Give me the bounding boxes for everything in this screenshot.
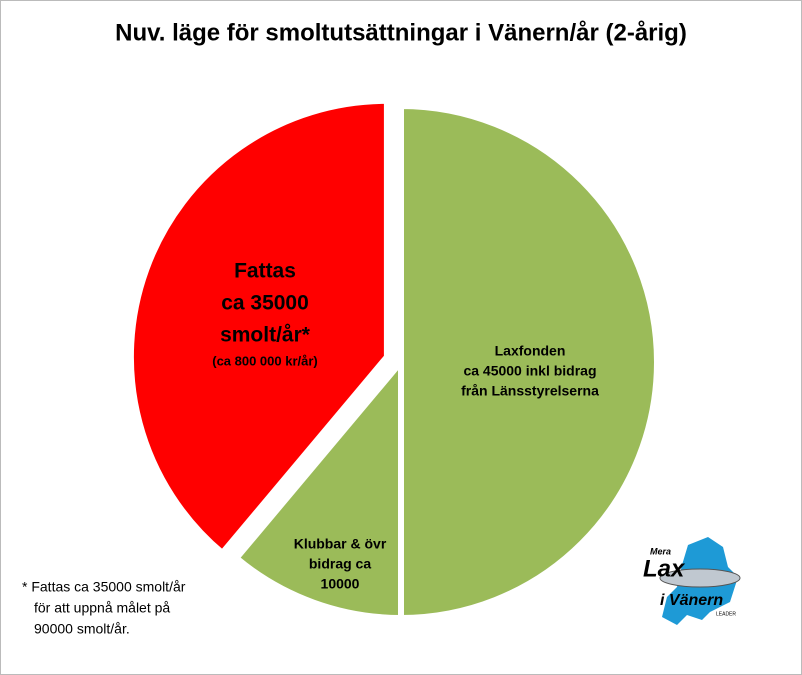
- footnote: 90000 smolt/år.: [34, 621, 130, 637]
- slice-label: Fattas: [234, 260, 296, 283]
- logo-text: i Vänern: [660, 592, 723, 609]
- slice-label: ca 35000: [221, 292, 309, 315]
- slice-label: (ca 800 000 kr/år): [212, 353, 318, 368]
- slice-label: ca 45000 inkl bidrag: [463, 363, 596, 379]
- slice-label: från Länsstyrelserna: [461, 383, 599, 399]
- slice-label: smolt/år*: [220, 324, 311, 347]
- pie-slice: [398, 102, 660, 622]
- pie-slice: [232, 353, 404, 622]
- logo-text: Lax: [643, 555, 686, 582]
- logo-fish: [659, 568, 741, 588]
- chart-title: Nuv. läge för smoltutsättningar i Vänern…: [115, 19, 687, 46]
- logo-text: Mera: [650, 546, 671, 556]
- slice-label: Laxfonden: [495, 343, 566, 359]
- pie-slice: [127, 97, 390, 558]
- logo-text: LEADER: [716, 611, 736, 617]
- slice-label: Klubbar & övr: [294, 536, 387, 552]
- footnote: för att uppnå målet på: [34, 600, 170, 616]
- footnote: * Fattas ca 35000 smolt/år: [22, 579, 186, 595]
- logo: [659, 537, 741, 625]
- slice-label: 10000: [321, 576, 360, 592]
- slice-label: bidrag ca: [309, 556, 371, 572]
